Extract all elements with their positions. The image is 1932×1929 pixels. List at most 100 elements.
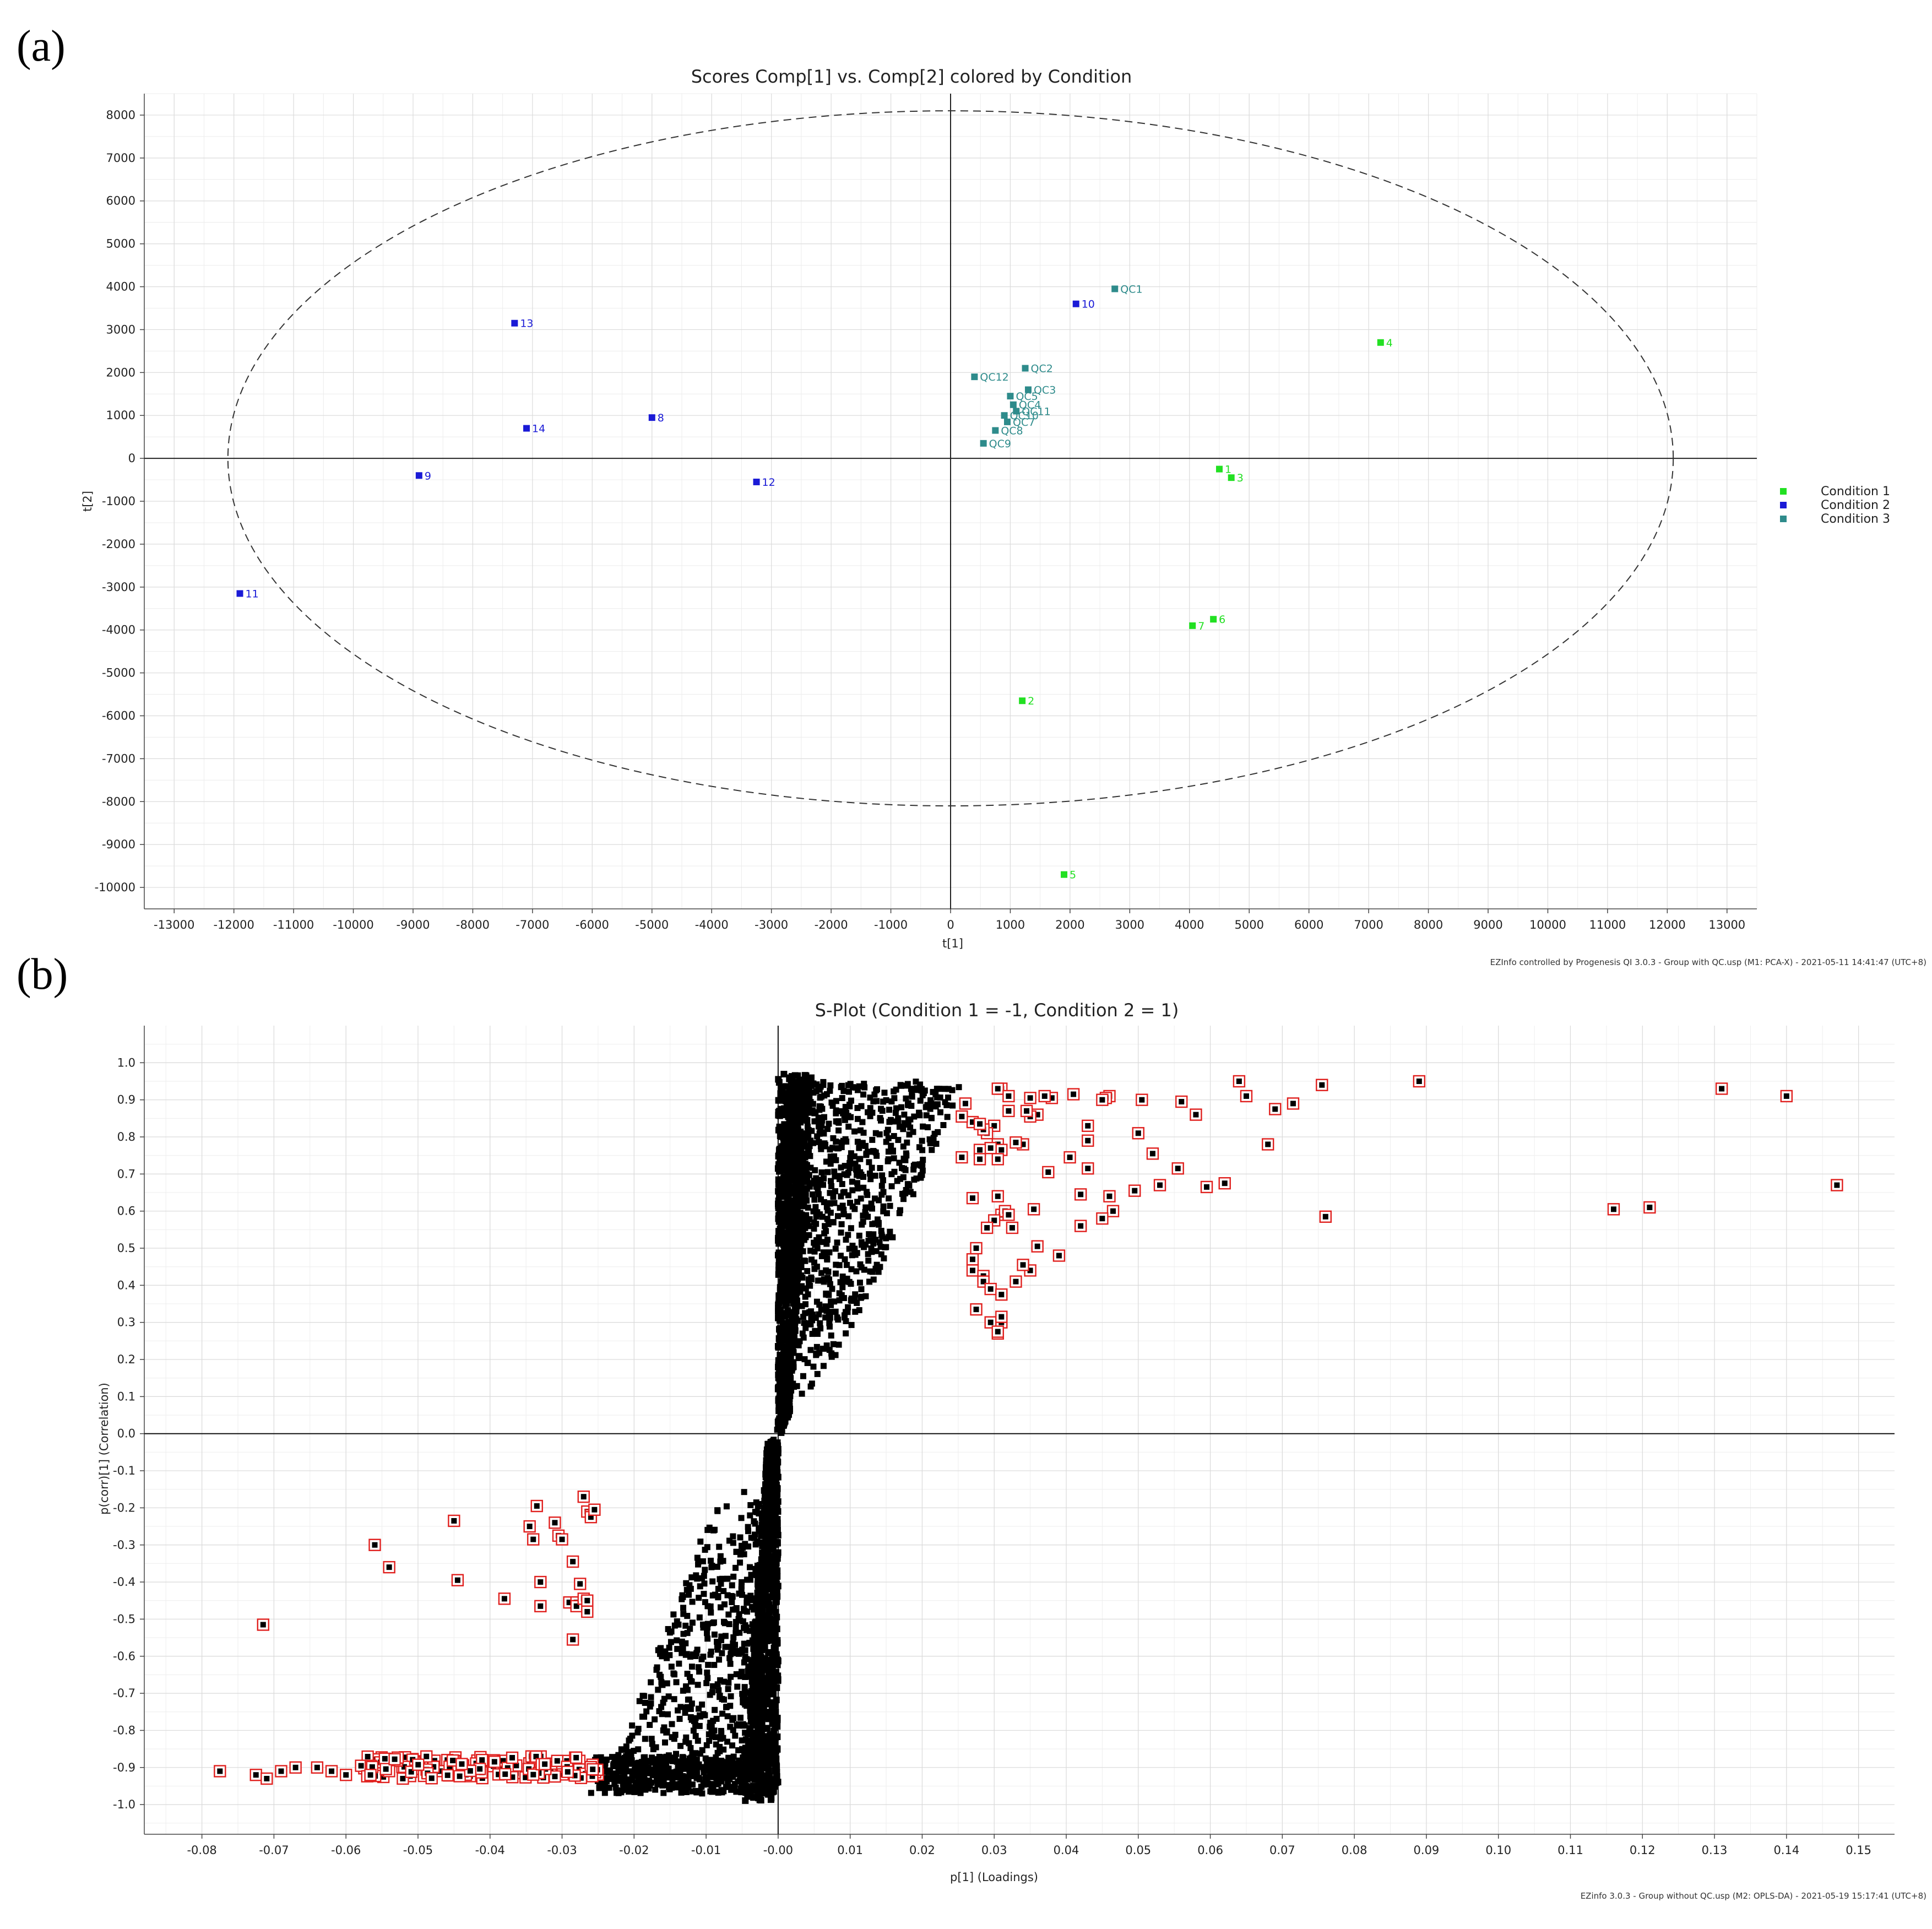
score-point xyxy=(1216,465,1223,473)
variable-point xyxy=(598,1758,604,1764)
variable-point xyxy=(729,1716,736,1723)
score-point-label: 10 xyxy=(1082,299,1095,311)
variable-point xyxy=(641,1693,647,1699)
variable-point xyxy=(715,1593,721,1600)
highlighted-point xyxy=(1265,1141,1271,1147)
variable-point xyxy=(652,1716,658,1722)
variable-point xyxy=(736,1611,742,1618)
variable-point xyxy=(862,1241,869,1248)
variable-point xyxy=(802,1082,808,1088)
variable-point xyxy=(793,1250,800,1257)
variable-point xyxy=(725,1679,732,1686)
variable-point xyxy=(697,1788,703,1795)
y-tick-label: -0.9 xyxy=(113,1761,135,1774)
highlighted-point xyxy=(372,1542,378,1548)
variable-point xyxy=(671,1622,678,1629)
highlighted-point xyxy=(1610,1206,1616,1212)
variable-point xyxy=(655,1760,661,1767)
variable-point xyxy=(845,1304,851,1310)
variable-point xyxy=(824,1207,831,1214)
highlighted-point xyxy=(1034,1243,1040,1249)
variable-point xyxy=(864,1189,870,1195)
x-tick-label: 9000 xyxy=(1473,918,1502,931)
variable-point xyxy=(797,1243,804,1249)
variable-point xyxy=(711,1526,718,1533)
y-tick-label: 0.7 xyxy=(117,1167,135,1180)
highlighted-point xyxy=(584,1597,590,1603)
score-point xyxy=(1022,365,1029,372)
variable-point xyxy=(770,1681,778,1688)
variable-point xyxy=(772,1747,779,1754)
variable-point xyxy=(759,1556,766,1562)
variable-point xyxy=(758,1676,764,1683)
highlighted-point xyxy=(496,1771,502,1778)
variable-point xyxy=(738,1586,745,1592)
variable-point xyxy=(672,1731,679,1738)
variable-point xyxy=(697,1751,704,1757)
variable-point xyxy=(740,1618,746,1625)
highlighted-point xyxy=(589,1773,595,1779)
variable-point xyxy=(852,1160,859,1167)
variable-point xyxy=(684,1671,691,1677)
x-tick-label: -11000 xyxy=(273,918,314,931)
variable-point xyxy=(790,1275,797,1281)
variable-point xyxy=(863,1152,870,1158)
variable-point xyxy=(740,1699,746,1705)
variable-point xyxy=(869,1249,875,1255)
highlighted-point xyxy=(509,1755,515,1761)
x-tick-label: -0.03 xyxy=(547,1844,577,1857)
highlighted-point xyxy=(578,1775,584,1781)
chart-b-xlabel: p[1] (Loadings) xyxy=(950,1871,1038,1884)
x-tick-label: 0.07 xyxy=(1269,1844,1295,1857)
y-tick-label: -0.7 xyxy=(113,1687,135,1700)
highlighted-point xyxy=(1783,1093,1789,1099)
variable-point xyxy=(848,1295,855,1302)
highlighted-point xyxy=(477,1766,483,1772)
highlighted-point xyxy=(1041,1093,1048,1099)
variable-point xyxy=(746,1639,753,1646)
variable-point xyxy=(808,1082,815,1089)
variable-point xyxy=(813,1298,820,1305)
variable-point xyxy=(659,1759,666,1765)
x-tick-label: 0.01 xyxy=(837,1844,863,1857)
variable-point xyxy=(923,1112,930,1119)
variable-point xyxy=(754,1773,761,1779)
variable-point xyxy=(616,1789,623,1795)
variable-point xyxy=(716,1656,723,1663)
variable-point xyxy=(708,1728,715,1735)
variable-point xyxy=(638,1759,645,1766)
score-point xyxy=(1072,300,1079,307)
variable-point xyxy=(676,1766,683,1773)
variable-point xyxy=(845,1213,852,1220)
variable-point xyxy=(702,1775,709,1781)
variable-point xyxy=(696,1761,702,1768)
y-tick-label: 3000 xyxy=(106,323,135,336)
variable-point xyxy=(830,1194,837,1200)
variable-point xyxy=(924,1124,931,1130)
variable-point xyxy=(760,1623,767,1630)
highlighted-point xyxy=(1006,1108,1012,1114)
variable-point xyxy=(683,1789,690,1795)
variable-point xyxy=(690,1727,697,1734)
variable-point xyxy=(777,1096,784,1103)
variable-point xyxy=(807,1180,813,1186)
variable-point xyxy=(660,1755,667,1762)
variable-point xyxy=(675,1621,682,1628)
variable-point xyxy=(748,1752,755,1759)
variable-point xyxy=(914,1085,920,1092)
score-point xyxy=(1019,697,1026,705)
variable-point xyxy=(799,1330,806,1337)
variable-point xyxy=(790,1301,796,1307)
variable-point xyxy=(776,1415,783,1422)
variable-point xyxy=(866,1171,873,1177)
variable-point xyxy=(753,1703,759,1710)
variable-point xyxy=(638,1779,644,1785)
variable-point xyxy=(878,1106,884,1112)
variable-point xyxy=(772,1599,779,1606)
variable-point xyxy=(806,1223,812,1229)
variable-point xyxy=(811,1226,817,1232)
variable-point xyxy=(778,1402,785,1408)
variable-point xyxy=(793,1267,799,1274)
variable-point xyxy=(872,1130,879,1136)
variable-point xyxy=(688,1678,695,1685)
